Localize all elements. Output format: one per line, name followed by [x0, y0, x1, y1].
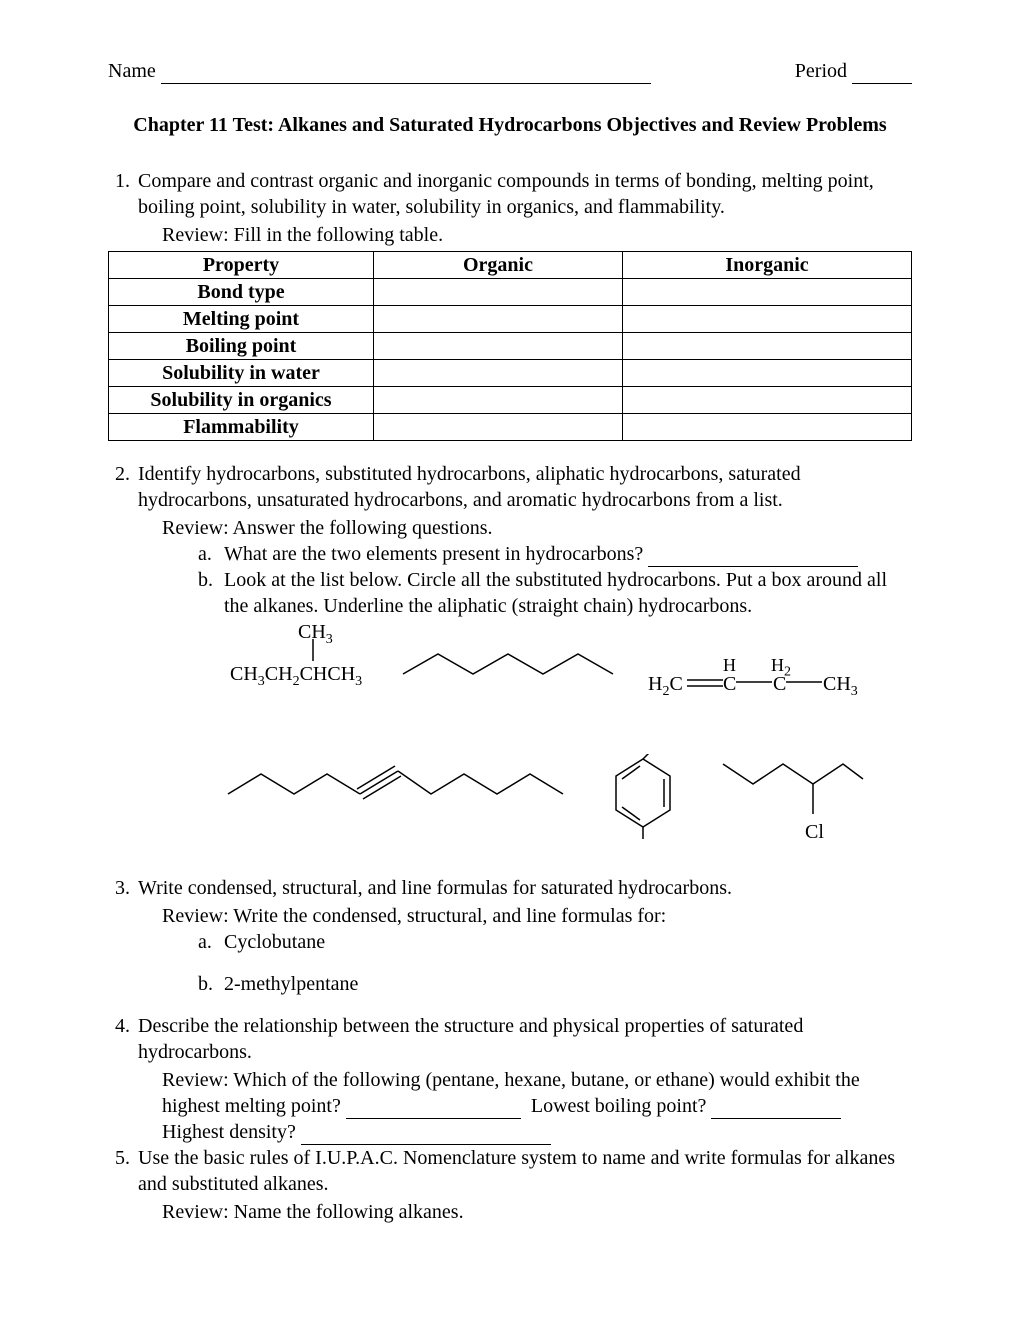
q1-review: Review: Fill in the following table. [162, 222, 912, 248]
double-bond-icon [687, 677, 723, 689]
q3-a-letter: a. [198, 929, 224, 955]
q4-body: Describe the relationship between the st… [138, 1013, 912, 1065]
chloroalkane-icon [718, 754, 868, 824]
structure-alkene-h2: H2 [771, 654, 791, 682]
page-title: Chapter 11 Test: Alkanes and Saturated H… [108, 112, 912, 138]
chemical-structures: CH3 CH3CH2CHCH3 H2C C H C H2 CH3 [198, 619, 912, 869]
single-bond-icon [786, 679, 822, 685]
question-5: 5. Use the basic rules of I.U.P.A.C. Nom… [108, 1145, 912, 1197]
q2-b-letter: b. [198, 567, 224, 619]
q2-sub-b: b. Look at the list below. Circle all th… [198, 567, 912, 619]
q2-sub-a: a. What are the two elements present in … [198, 541, 912, 567]
table-row: Solubility in organics [109, 387, 912, 414]
q5-body: Use the basic rules of I.U.P.A.C. Nomenc… [138, 1145, 912, 1197]
q2-a-text: What are the two elements present in hyd… [224, 541, 858, 567]
structure-alkene: H2C [648, 671, 683, 701]
zigzag-structure-icon [398, 644, 618, 684]
q3-b-letter: b. [198, 971, 224, 997]
q1-num: 1. [108, 168, 138, 220]
th-organic: Organic [373, 252, 622, 279]
q2-body: Identify hydrocarbons, substituted hydro… [138, 461, 912, 513]
q5-review: Review: Name the following alkanes. [162, 1199, 912, 1225]
q2-num: 2. [108, 461, 138, 513]
table-row: Flammability [109, 414, 912, 441]
q2-a-letter: a. [198, 541, 224, 567]
property-table: Property Organic Inorganic Bond type Mel… [108, 251, 912, 441]
q3-b-text: 2-methylpentane [224, 971, 358, 997]
question-2: 2. Identify hydrocarbons, substituted hy… [108, 461, 912, 513]
structure-alkene-h: H [723, 654, 736, 677]
structure-1-top: CH3 [298, 619, 333, 649]
q3-a-text: Cyclobutane [224, 929, 325, 955]
q4-density: Highest density? [162, 1119, 912, 1145]
period-label: Period [790, 58, 912, 84]
table-row: Bond type [109, 279, 912, 306]
question-3: 3. Write condensed, structural, and line… [108, 875, 912, 901]
question-4: 4. Describe the relationship between the… [108, 1013, 912, 1065]
th-property: Property [109, 252, 374, 279]
bond-line-icon [311, 639, 315, 661]
q2-review: Review: Answer the following questions. [162, 515, 912, 541]
structure-alkene-ch3: CH3 [823, 671, 858, 701]
q4-review: Review: Which of the following (pentane,… [162, 1067, 912, 1119]
question-1: 1. Compare and contrast organic and inor… [108, 168, 912, 220]
structure-1-main: CH3CH2CHCH3 [230, 661, 362, 691]
structure-cl-label: Cl [805, 819, 824, 845]
q4-num: 4. [108, 1013, 138, 1065]
table-row: Solubility in water [109, 360, 912, 387]
q3-review: Review: Write the condensed, structural,… [162, 903, 912, 929]
alkyne-structure-icon [223, 759, 573, 809]
table-row: Melting point [109, 306, 912, 333]
th-inorganic: Inorganic [622, 252, 911, 279]
single-bond-icon [736, 679, 772, 685]
q3-sub-b: b. 2-methylpentane [198, 971, 912, 997]
q3-num: 3. [108, 875, 138, 901]
q3-sub-a: a. Cyclobutane [198, 929, 912, 955]
name-label: Name [108, 58, 651, 84]
table-header-row: Property Organic Inorganic [109, 252, 912, 279]
q2-b-text: Look at the list below. Circle all the s… [224, 567, 912, 619]
table-row: Boiling point [109, 333, 912, 360]
q5-num: 5. [108, 1145, 138, 1197]
q3-body: Write condensed, structural, and line fo… [138, 875, 912, 901]
benzene-icon [608, 754, 678, 844]
q1-body: Compare and contrast organic and inorgan… [138, 168, 912, 220]
header-line: Name Period [108, 58, 912, 84]
